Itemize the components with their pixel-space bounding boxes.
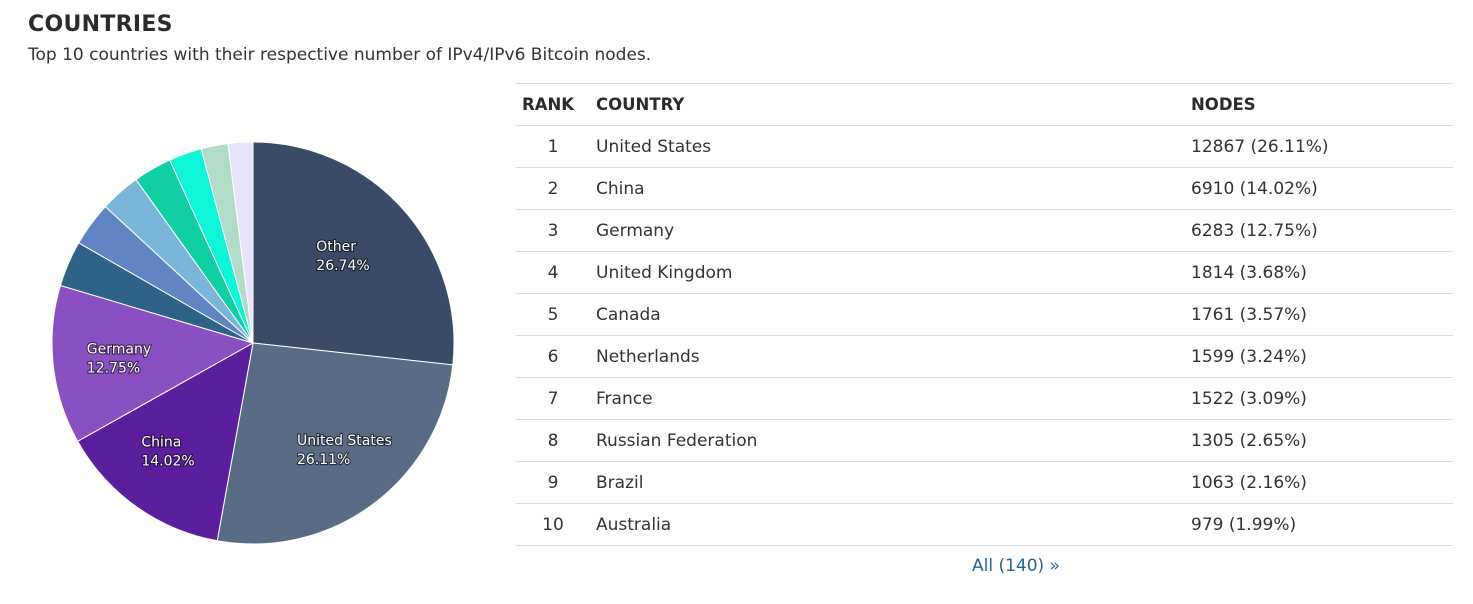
all-countries-label: All (140)	[971, 556, 1045, 576]
pie-slice-china	[76, 342, 254, 542]
nodes-cell: 12867 (26.11%)	[1190, 125, 1453, 168]
table-row: 2 China 6910 (14.02%)	[516, 167, 1453, 210]
country-cell: France	[590, 377, 1190, 420]
nodes-cell: 1305 (2.65%)	[1190, 419, 1453, 462]
pie-label-other: Other 26.74%	[316, 239, 369, 274]
rank-cell: 9	[516, 461, 590, 504]
rank-cell: 2	[516, 167, 590, 210]
rank-cell: 4	[516, 251, 590, 294]
country-cell: Brazil	[590, 461, 1190, 504]
pie-slice-united-states	[216, 342, 454, 545]
table-row: 3 Germany 6283 (12.75%)	[516, 209, 1453, 252]
country-cell: United States	[590, 125, 1190, 168]
nodes-cell: 1814 (3.68%)	[1190, 251, 1453, 294]
nodes-cell: 6910 (14.02%)	[1190, 167, 1453, 210]
nodes-cell: 1063 (2.16%)	[1190, 461, 1453, 504]
country-header: COUNTRY	[590, 83, 1190, 126]
country-cell: China	[590, 167, 1190, 210]
rank-cell: 7	[516, 377, 590, 420]
pie-label-china: China 14.02%	[141, 434, 194, 469]
table-row: 10 Australia 979 (1.99%)	[516, 503, 1453, 546]
country-cell: Germany	[590, 209, 1190, 252]
pie-label-united-states: United States 26.11%	[297, 433, 392, 468]
table-row: 5 Canada 1761 (3.57%)	[516, 293, 1453, 336]
nodes-cell: 1761 (3.57%)	[1190, 293, 1453, 336]
all-countries-link[interactable]: All (140) »	[516, 556, 1473, 576]
pie-slice-other	[252, 141, 455, 366]
nodes-cell: 6283 (12.75%)	[1190, 209, 1453, 252]
country-cell: Canada	[590, 293, 1190, 336]
double-chevron-right-icon: »	[1049, 556, 1060, 576]
nodes-cell: 979 (1.99%)	[1190, 503, 1453, 546]
rank-cell: 10	[516, 503, 590, 546]
rank-cell: 8	[516, 419, 590, 462]
table-row: 8 Russian Federation 1305 (2.65%)	[516, 419, 1453, 462]
rank-cell: 5	[516, 293, 590, 336]
nodes-header: NODES	[1190, 83, 1453, 126]
section-subtitle: Top 10 countries with their respective n…	[28, 45, 652, 65]
country-cell: United Kingdom	[590, 251, 1190, 294]
pie-slice-germany	[51, 284, 255, 442]
section-title: COUNTRIES	[28, 12, 173, 37]
country-cell: Australia	[590, 503, 1190, 546]
country-cell: Russian Federation	[590, 419, 1190, 462]
table-header-row: RANK COUNTRY NODES	[516, 83, 1453, 126]
rank-cell: 1	[516, 125, 590, 168]
country-cell: Netherlands	[590, 335, 1190, 378]
table-row: 6 Netherlands 1599 (3.24%)	[516, 335, 1453, 378]
rank-cell: 3	[516, 209, 590, 252]
table-row: 9 Brazil 1063 (2.16%)	[516, 461, 1453, 504]
rank-header: RANK	[516, 83, 590, 126]
nodes-cell: 1522 (3.09%)	[1190, 377, 1453, 420]
countries-pie-chart: Other 26.74% United States 26.11% China 14.02…	[51, 141, 455, 545]
countries-table: RANK COUNTRY NODES 1 United States 12867…	[516, 83, 1453, 546]
pie-label-germany: Germany 12.75%	[87, 342, 151, 377]
table-row: 1 United States 12867 (26.11%)	[516, 125, 1453, 168]
table-row: 7 France 1522 (3.09%)	[516, 377, 1453, 420]
pie-slice-australia	[227, 141, 254, 344]
nodes-cell: 1599 (3.24%)	[1190, 335, 1453, 378]
table-row: 4 United Kingdom 1814 (3.68%)	[516, 251, 1453, 294]
countries-table-wrap: RANK COUNTRY NODES 1 United States 12867…	[516, 83, 1453, 546]
rank-cell: 6	[516, 335, 590, 378]
